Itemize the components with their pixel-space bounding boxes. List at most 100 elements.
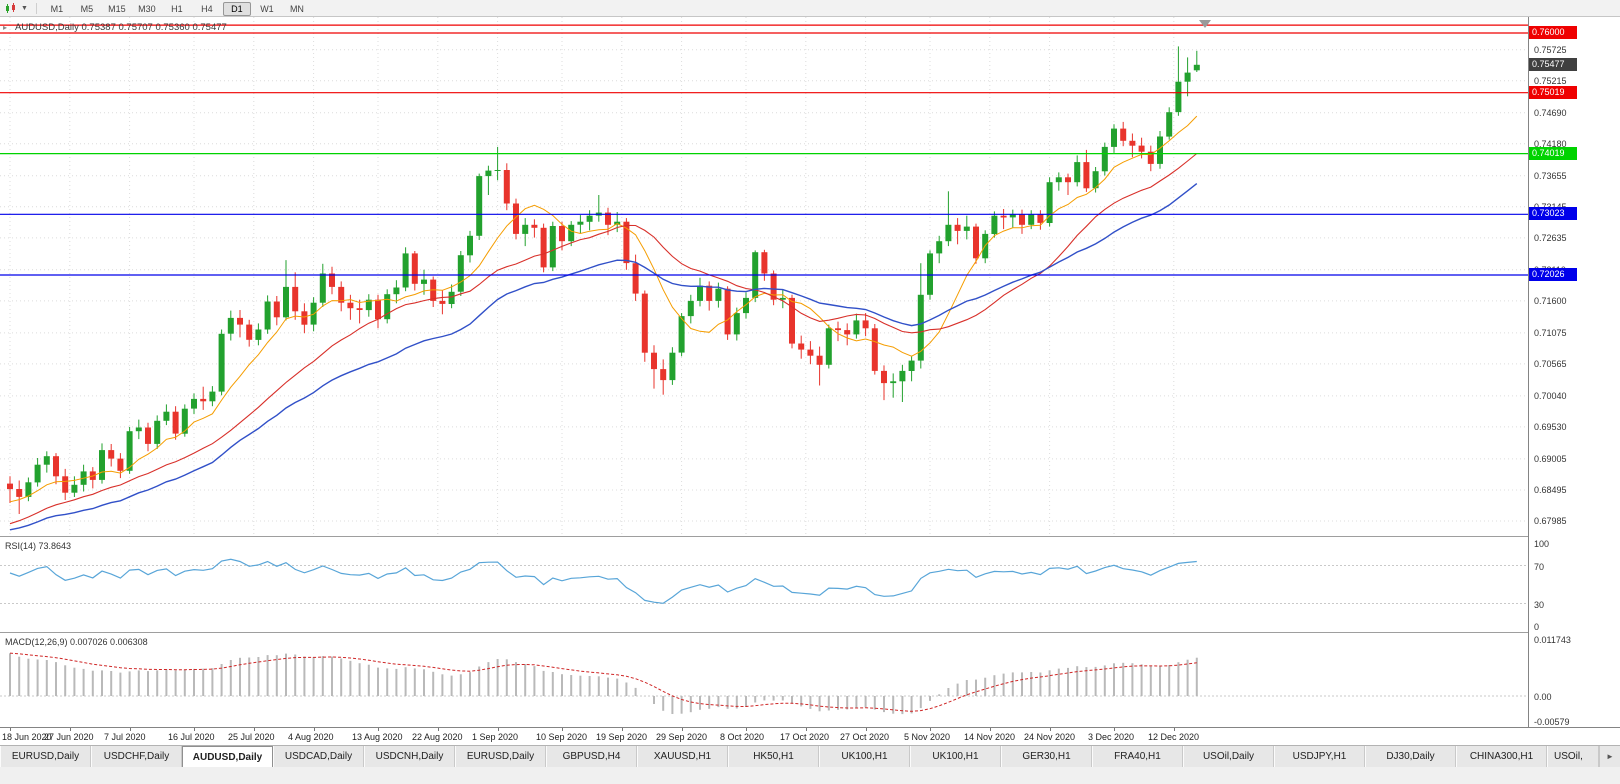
date-axis-label: 25 Jul 2020 bbox=[228, 732, 275, 742]
date-tick bbox=[498, 728, 499, 731]
chart-dropdown-caret-icon[interactable]: ▼ bbox=[21, 4, 28, 12]
price-axis-label: 0.73655 bbox=[1534, 171, 1567, 181]
date-axis-label: 29 Sep 2020 bbox=[656, 732, 708, 742]
price-level-badge: 0.75019 bbox=[1529, 86, 1577, 99]
macd-indicator-label: MACD(12,26,9) 0.007026 0.006308 bbox=[5, 637, 148, 647]
date-tick bbox=[1174, 728, 1175, 731]
price-level-badge: 0.73023 bbox=[1529, 207, 1577, 220]
one-click-trading-toggle[interactable]: ▸ bbox=[3, 23, 8, 32]
tab-scroll-right-button[interactable]: ► bbox=[1599, 746, 1620, 767]
price-axis-label: 0.69005 bbox=[1534, 454, 1567, 464]
date-axis-label: 12 Dec 2020 bbox=[1148, 732, 1200, 742]
macd-pane[interactable] bbox=[0, 633, 1528, 727]
price-level-badge: 0.76000 bbox=[1529, 26, 1577, 39]
date-axis-label: 14 Nov 2020 bbox=[964, 732, 1016, 742]
chart-tab-USDCHF-Daily[interactable]: USDCHF,Daily bbox=[91, 746, 182, 767]
macd-histogram bbox=[9, 653, 1198, 715]
chart-tab-EURUSD-Daily[interactable]: EURUSD,Daily bbox=[455, 746, 546, 767]
date-axis-label: 3 Dec 2020 bbox=[1088, 732, 1135, 742]
date-tick bbox=[314, 728, 315, 731]
chart-tab-UK100-H1[interactable]: UK100,H1 bbox=[819, 746, 910, 767]
price-axis-label: 0.74690 bbox=[1534, 108, 1567, 118]
date-tick bbox=[1050, 728, 1051, 731]
price-axis-label: 30 bbox=[1534, 600, 1545, 610]
window-background bbox=[0, 767, 1620, 784]
price-axis-label: 0.00 bbox=[1534, 692, 1552, 702]
timeframe-buttons-group: M1 M5 M15 M30 H1 H4 D1 W1 MN bbox=[42, 0, 312, 17]
date-tick bbox=[10, 728, 11, 731]
chart-tab-USDCNH-Daily[interactable]: USDCNH,Daily bbox=[364, 746, 455, 767]
date-tick bbox=[378, 728, 379, 731]
timeframe-button-W1[interactable]: W1 bbox=[260, 4, 274, 14]
chart-shift-marker-icon[interactable] bbox=[1199, 20, 1211, 28]
timeframe-button-H1[interactable]: H1 bbox=[171, 4, 183, 14]
rsi-line bbox=[9, 558, 1197, 604]
pane-separator[interactable] bbox=[0, 536, 1620, 537]
price-axis-label: 0.75215 bbox=[1534, 76, 1567, 86]
date-axis-label: 27 Oct 2020 bbox=[840, 732, 890, 742]
price-axis-label: 0.69530 bbox=[1534, 422, 1567, 432]
timeframe-button-M5[interactable]: M5 bbox=[80, 4, 94, 14]
timeframe-button-D1[interactable]: D1 bbox=[222, 2, 251, 16]
chart-tab-CHINA300-H1[interactable]: CHINA300,H1 bbox=[1456, 746, 1547, 767]
date-tick bbox=[70, 728, 71, 731]
price-axis-label: 0.71075 bbox=[1534, 328, 1567, 338]
pane-separator[interactable] bbox=[0, 632, 1620, 633]
date-tick bbox=[1114, 728, 1115, 731]
chart-tab-USDJPY-H1[interactable]: USDJPY,H1 bbox=[1274, 746, 1365, 767]
chart-tab-USOil-Daily[interactable]: USOil,Daily bbox=[1183, 746, 1274, 767]
date-axis-label: 8 Oct 2020 bbox=[720, 732, 765, 742]
date-axis-label: 10 Sep 2020 bbox=[536, 732, 588, 742]
timeframe-button-M1[interactable]: M1 bbox=[50, 4, 64, 14]
date-tick bbox=[438, 728, 439, 731]
price-axis-label: 70 bbox=[1534, 562, 1545, 572]
chart-tab-UK100-H1[interactable]: UK100,H1 bbox=[910, 746, 1001, 767]
chart-tab-DJ30-Daily[interactable]: DJ30,Daily bbox=[1365, 746, 1456, 767]
mini-candlestick-icon bbox=[6, 2, 15, 13]
timeframe-toolbar: ▼ M1 M5 M15 M30 H1 H4 D1 W1 MN bbox=[0, 0, 1620, 17]
price-axis-label: 0 bbox=[1534, 622, 1540, 632]
chart-tab-EURUSD-Daily[interactable]: EURUSD,Daily bbox=[0, 746, 91, 767]
chart-tab-FRA40-H1[interactable]: FRA40,H1 bbox=[1092, 746, 1183, 767]
date-tick bbox=[194, 728, 195, 731]
timeframe-button-MN[interactable]: MN bbox=[289, 4, 304, 14]
timeframe-button-M30[interactable]: M30 bbox=[138, 4, 156, 14]
date-tick bbox=[254, 728, 255, 731]
chart-type-icon[interactable] bbox=[5, 2, 18, 14]
main-price-pane[interactable] bbox=[0, 17, 1528, 536]
date-axis-label: 7 Jul 2020 bbox=[104, 732, 146, 742]
date-axis-label: 13 Aug 2020 bbox=[352, 732, 403, 742]
date-tick bbox=[990, 728, 991, 731]
date-tick bbox=[866, 728, 867, 731]
toolbar-separator bbox=[35, 2, 37, 14]
chart-tab-GBPUSD-H4[interactable]: GBPUSD,H4 bbox=[546, 746, 637, 767]
date-axis-label: 4 Aug 2020 bbox=[288, 732, 334, 742]
rsi-pane[interactable] bbox=[0, 537, 1528, 632]
date-tick bbox=[806, 728, 807, 731]
ma-fast-line bbox=[9, 115, 1198, 503]
chart-tab-XAUUSD-H1[interactable]: XAUUSD,H1 bbox=[637, 746, 728, 767]
level-lines-layer[interactable] bbox=[0, 24, 1528, 276]
price-level-badge: 0.74019 bbox=[1529, 147, 1577, 160]
price-axis-label: 0.011743 bbox=[1534, 635, 1571, 645]
date-tick bbox=[930, 728, 931, 731]
date-axis-label: 19 Sep 2020 bbox=[596, 732, 648, 742]
chart-tab-USDCAD-Daily[interactable]: USDCAD,Daily bbox=[273, 746, 364, 767]
date-tick bbox=[746, 728, 747, 731]
date-axis[interactable]: 18 Jun 2020 27 Jun 2020 7 Jul 2020 16 Jul 2… bbox=[0, 727, 1620, 745]
price-axis-label: -0.00579 bbox=[1534, 717, 1570, 727]
price-axis-label: 0.74180 bbox=[1534, 139, 1567, 149]
chart-tab-HK50-H1[interactable]: HK50,H1 bbox=[728, 746, 819, 767]
chart-title: AUDUSD,Daily 0.75387 0.75707 0.75360 0.7… bbox=[15, 22, 227, 33]
timeframe-button-M15[interactable]: M15 bbox=[108, 4, 126, 14]
price-axis[interactable]: 0.757250.752150.746900.741800.736550.731… bbox=[1528, 17, 1620, 727]
chart-tab-GER30-H1[interactable]: GER30,H1 bbox=[1001, 746, 1092, 767]
chart-tab-bar: EURUSD,Daily USDCHF,Daily AUDUSD,Daily USDC… bbox=[0, 745, 1620, 767]
chart-tab-AUDUSD-Daily[interactable]: AUDUSD,Daily bbox=[182, 746, 273, 767]
date-axis-label: 5 Nov 2020 bbox=[904, 732, 951, 742]
timeframe-button-H4[interactable]: H4 bbox=[201, 4, 213, 14]
date-tick bbox=[130, 728, 131, 731]
chart-area: ▸ AUDUSD,Daily 0.75387 0.75707 0.75360 0… bbox=[0, 17, 1620, 784]
chart-tab-USOil[interactable]: USOil, bbox=[1547, 746, 1599, 767]
price-axis-label: 100 bbox=[1534, 539, 1550, 549]
